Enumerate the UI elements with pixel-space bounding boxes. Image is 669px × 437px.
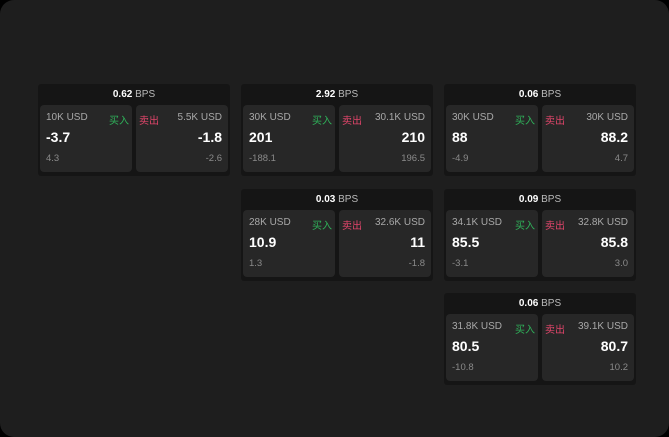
buy-change: -188.1 [249,153,276,164]
sell-quantity: 32.6K USD [374,217,425,228]
sell-quantity: 39.1K USD [577,321,628,332]
buy-change: -3.1 [452,258,469,269]
sell-tile[interactable]: 卖出 39.1K USD 80.7 10.2 [542,314,634,381]
sell-price: -1.8 [197,129,222,145]
sell-label: 卖出 [139,116,159,127]
spread-value: 0.03 [315,194,336,205]
sell-label: 卖出 [545,116,565,127]
sell-quantity: 32.8K USD [577,217,628,228]
buy-tile[interactable]: 31.8K USD 买入 80.5 -10.8 [446,314,538,381]
buy-label: 买入 [515,325,535,336]
buy-tile[interactable]: 30K USD 买入 88 -4.9 [446,105,538,172]
sell-price: 85.8 [600,234,628,250]
sell-change: 3.0 [614,258,628,269]
buy-price: 88 [452,129,468,145]
sell-tile[interactable]: 卖出 30K USD 88.2 4.7 [542,105,634,172]
spread-unit: BPS [135,89,156,100]
spread-unit: BPS [541,298,562,309]
spread-header: 0.03 BPS [241,189,433,210]
sell-price: 80.7 [600,338,628,354]
sell-price: 210 [401,129,425,145]
sell-quantity: 5.5K USD [177,112,222,123]
buy-tile[interactable]: 34.1K USD 买入 85.5 -3.1 [446,210,538,277]
buy-tile[interactable]: 10K USD 买入 -3.7 4.3 [40,105,132,172]
buy-quantity: 10K USD [46,112,88,123]
buy-price: 201 [249,129,273,145]
spread-unit: BPS [338,89,359,100]
buy-price: 80.5 [452,338,480,354]
spread-unit: BPS [338,194,359,205]
spread-value: 0.06 [518,298,539,309]
buy-quantity: 28K USD [249,217,291,228]
sell-quantity: 30.1K USD [374,112,425,123]
buy-change: 1.3 [249,258,263,269]
spread-header: 0.62 BPS [38,84,230,105]
sell-quantity: 30K USD [586,112,628,123]
quote-card: 0.03 BPS 28K USD 买入 10.9 1.3 卖出 32.6K US… [241,189,433,281]
buy-label: 买入 [312,221,332,232]
buy-price: 85.5 [452,234,480,250]
quote-card: 0.06 BPS 31.8K USD 买入 80.5 -10.8 卖出 39.1… [444,293,636,385]
sell-price: 11 [410,234,425,250]
sell-tile[interactable]: 卖出 32.8K USD 85.8 3.0 [542,210,634,277]
buy-price: -3.7 [46,129,71,145]
spread-unit: BPS [541,89,562,100]
sell-change: -1.8 [408,258,425,269]
buy-tile[interactable]: 28K USD 买入 10.9 1.3 [243,210,335,277]
buy-tile[interactable]: 30K USD 买入 201 -188.1 [243,105,335,172]
buy-label: 买入 [109,116,129,127]
sell-label: 卖出 [545,325,565,336]
buy-label: 买入 [515,116,535,127]
spread-value: 2.92 [315,89,336,100]
spread-unit: BPS [541,194,562,205]
spread-value: 0.62 [112,89,133,100]
buy-price: 10.9 [249,234,277,250]
buy-change: -10.8 [452,362,474,373]
sell-tile[interactable]: 卖出 30.1K USD 210 196.5 [339,105,431,172]
sell-change: 10.2 [609,362,629,373]
buy-quantity: 30K USD [452,112,494,123]
sell-price: 88.2 [600,129,628,145]
sell-change: 196.5 [401,153,425,164]
spread-value: 0.06 [518,89,539,100]
buy-change: 4.3 [46,153,60,164]
sell-label: 卖出 [342,116,362,127]
buy-quantity: 30K USD [249,112,291,123]
spread-header: 0.06 BPS [444,84,636,105]
buy-quantity: 34.1K USD [452,217,503,228]
buy-quantity: 31.8K USD [452,321,503,332]
buy-label: 买入 [312,116,332,127]
spread-header: 0.06 BPS [444,293,636,314]
sell-label: 卖出 [545,221,565,232]
quote-card: 0.09 BPS 34.1K USD 买入 85.5 -3.1 卖出 32.8K… [444,189,636,281]
buy-change: -4.9 [452,153,469,164]
quote-card: 0.06 BPS 30K USD 买入 88 -4.9 卖出 30K USD 8… [444,84,636,176]
buy-label: 买入 [515,221,535,232]
spread-header: 2.92 BPS [241,84,433,105]
sell-change: -2.6 [205,153,222,164]
quote-card: 2.92 BPS 30K USD 买入 201 -188.1 卖出 30.1K … [241,84,433,176]
quote-card: 0.62 BPS 10K USD 买入 -3.7 4.3 卖出 5.5K USD… [38,84,230,176]
sell-tile[interactable]: 卖出 32.6K USD 11 -1.8 [339,210,431,277]
spread-value: 0.09 [518,194,539,205]
sell-label: 卖出 [342,221,362,232]
spread-header: 0.09 BPS [444,189,636,210]
sell-tile[interactable]: 卖出 5.5K USD -1.8 -2.6 [136,105,228,172]
sell-change: 4.7 [614,153,628,164]
